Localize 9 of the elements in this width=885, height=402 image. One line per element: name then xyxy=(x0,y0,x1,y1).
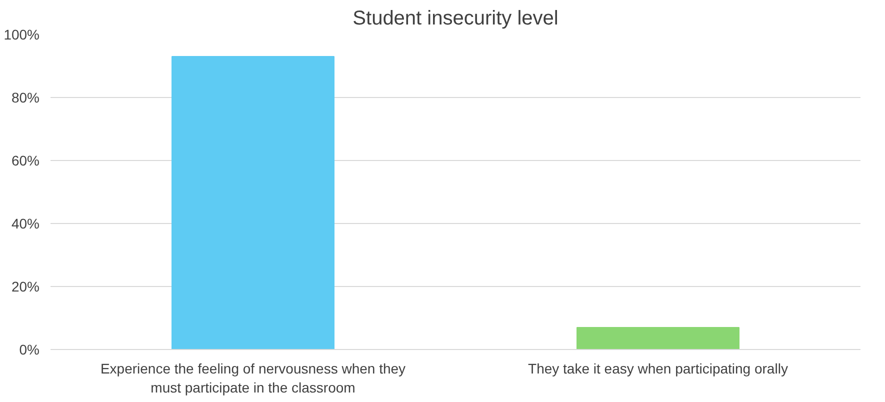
y-tick-label: 80% xyxy=(11,90,40,106)
y-tick-label: 100% xyxy=(4,26,40,42)
x-tick-label: They take it easy when participating orally xyxy=(528,360,788,376)
chart-title: Student insecurity level xyxy=(352,8,558,30)
y-tick-label: 40% xyxy=(11,216,40,232)
y-tick-label: 60% xyxy=(11,152,40,168)
x-tick-label: Experience the feeling of nervousness when they must participate in the classroom xyxy=(100,360,406,396)
y-tick-label: 20% xyxy=(11,278,40,294)
y-tick-label: 0% xyxy=(19,342,40,358)
